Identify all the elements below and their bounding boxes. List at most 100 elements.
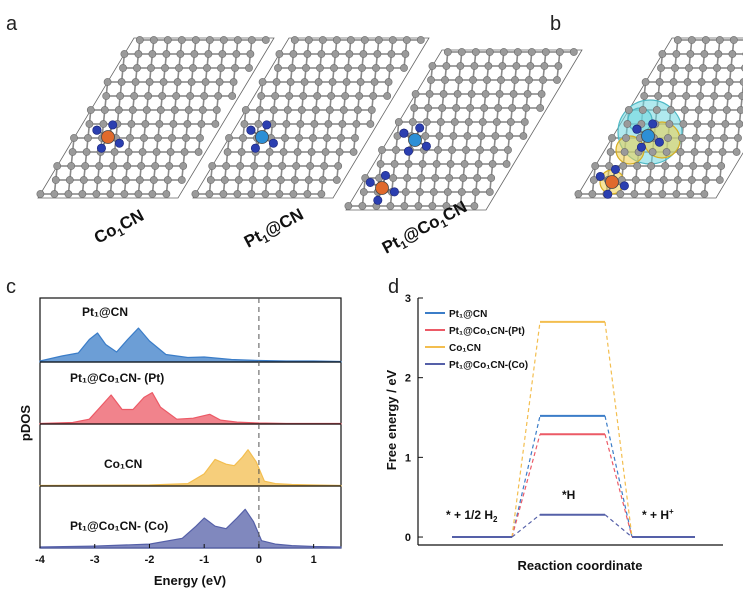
structure-sheet xyxy=(36,36,275,199)
carbon-atom xyxy=(520,118,529,126)
carbon-atom xyxy=(499,48,508,56)
carbon-atom xyxy=(591,162,600,170)
carbon-atom xyxy=(509,90,518,98)
carbon-atom xyxy=(422,118,431,126)
carbon-atom xyxy=(95,162,104,170)
carbon-atom xyxy=(241,106,250,114)
carbon-atom xyxy=(485,188,494,196)
nitrogen-atom xyxy=(654,137,664,147)
carbon-atom xyxy=(359,50,368,58)
carbon-atom xyxy=(442,62,451,70)
nitrogen-atom xyxy=(365,177,375,187)
carbon-atom xyxy=(84,134,92,142)
carbon-atom xyxy=(366,120,375,128)
carbon-atom xyxy=(278,162,287,170)
carbon-atom xyxy=(683,78,692,86)
carbon-atom xyxy=(676,148,685,156)
carbon-atom xyxy=(212,106,221,114)
carbon-atom xyxy=(622,134,630,142)
carbon-atom xyxy=(124,148,133,156)
pdos-label-co1cn: Co₁CN xyxy=(104,457,142,471)
carbon-atom xyxy=(436,118,445,126)
carbon-atom xyxy=(728,50,737,58)
metal-atom xyxy=(408,133,422,147)
carbon-atom xyxy=(142,106,151,114)
nitrogen-atom xyxy=(603,189,613,199)
carbon-atom xyxy=(64,190,73,198)
carbon-atom xyxy=(463,132,472,140)
carbon-atom xyxy=(383,92,392,100)
carbon-atom xyxy=(589,176,598,184)
metal-atom xyxy=(641,129,655,143)
carbon-atom xyxy=(50,190,59,198)
pdos-label-pt1cn: Pt₁@CN xyxy=(82,305,128,319)
carbon-atom xyxy=(658,190,667,198)
carbon-atom xyxy=(696,92,705,100)
carbon-atom xyxy=(389,174,398,182)
carbon-atom xyxy=(484,62,493,70)
carbon-atom xyxy=(401,188,410,196)
carbon-atom xyxy=(473,174,482,182)
carbon-atom xyxy=(536,104,545,112)
carbon-atom xyxy=(474,160,483,168)
carbon-atom xyxy=(555,48,564,56)
carbon-atom xyxy=(65,176,74,184)
carbon-atom xyxy=(295,134,303,142)
carbon-atom xyxy=(137,162,146,170)
carbon-atom xyxy=(445,174,454,182)
carbon-atom xyxy=(286,78,295,86)
carbon-atom xyxy=(203,64,211,72)
carbon-atom xyxy=(456,62,465,70)
carbon-atom xyxy=(163,36,172,44)
nitrogen-atom xyxy=(114,138,124,148)
carbon-atom xyxy=(123,162,132,170)
carbon-atom xyxy=(707,120,716,128)
carbon-atom xyxy=(485,48,494,56)
carbon-atom xyxy=(258,78,267,86)
carbon-atom xyxy=(116,92,125,100)
carbon-atom xyxy=(358,202,367,210)
pdos-x-tick-label: -1 xyxy=(199,554,209,566)
carbon-atom xyxy=(630,190,639,198)
carbon-atom xyxy=(658,50,667,58)
carbon-atom xyxy=(324,120,333,128)
carbon-atom xyxy=(219,190,228,198)
carbon-atom xyxy=(715,36,724,44)
carbon-atom xyxy=(211,120,220,128)
carbon-atom xyxy=(99,120,108,128)
carbon-atom xyxy=(183,120,192,128)
carbon-atom xyxy=(288,64,296,72)
carbon-atom xyxy=(201,78,210,86)
carbon-atom xyxy=(387,50,396,58)
fe-connector xyxy=(604,321,633,538)
carbon-atom xyxy=(313,92,322,100)
carbon-atom xyxy=(400,64,408,72)
carbon-atom xyxy=(378,146,386,154)
carbon-atom xyxy=(376,160,385,168)
carbon-atom xyxy=(154,134,162,142)
metal-atom xyxy=(375,181,389,195)
carbon-atom xyxy=(714,50,723,58)
cell-outline xyxy=(192,37,430,199)
carbon-atom xyxy=(156,106,165,114)
carbon-atom xyxy=(414,202,423,210)
carbon-atom xyxy=(498,62,507,70)
carbon-atom xyxy=(527,48,536,56)
carbon-atom xyxy=(274,64,282,72)
carbon-atom xyxy=(687,176,696,184)
carbon-atom xyxy=(692,134,700,142)
carbon-atom xyxy=(168,134,176,142)
nitrogen-atom xyxy=(421,141,431,151)
carbon-atom xyxy=(659,176,668,184)
nitrogen-atom xyxy=(399,128,409,138)
carbon-atom xyxy=(189,64,197,72)
carbon-atom xyxy=(344,64,352,72)
carbon-atom xyxy=(640,92,649,100)
carbon-atom xyxy=(222,162,231,170)
carbon-atom xyxy=(85,120,94,128)
carbon-atom xyxy=(616,190,625,198)
carbon-atom xyxy=(703,162,712,170)
carbon-atom xyxy=(470,202,479,210)
carbon-atom xyxy=(331,50,340,58)
